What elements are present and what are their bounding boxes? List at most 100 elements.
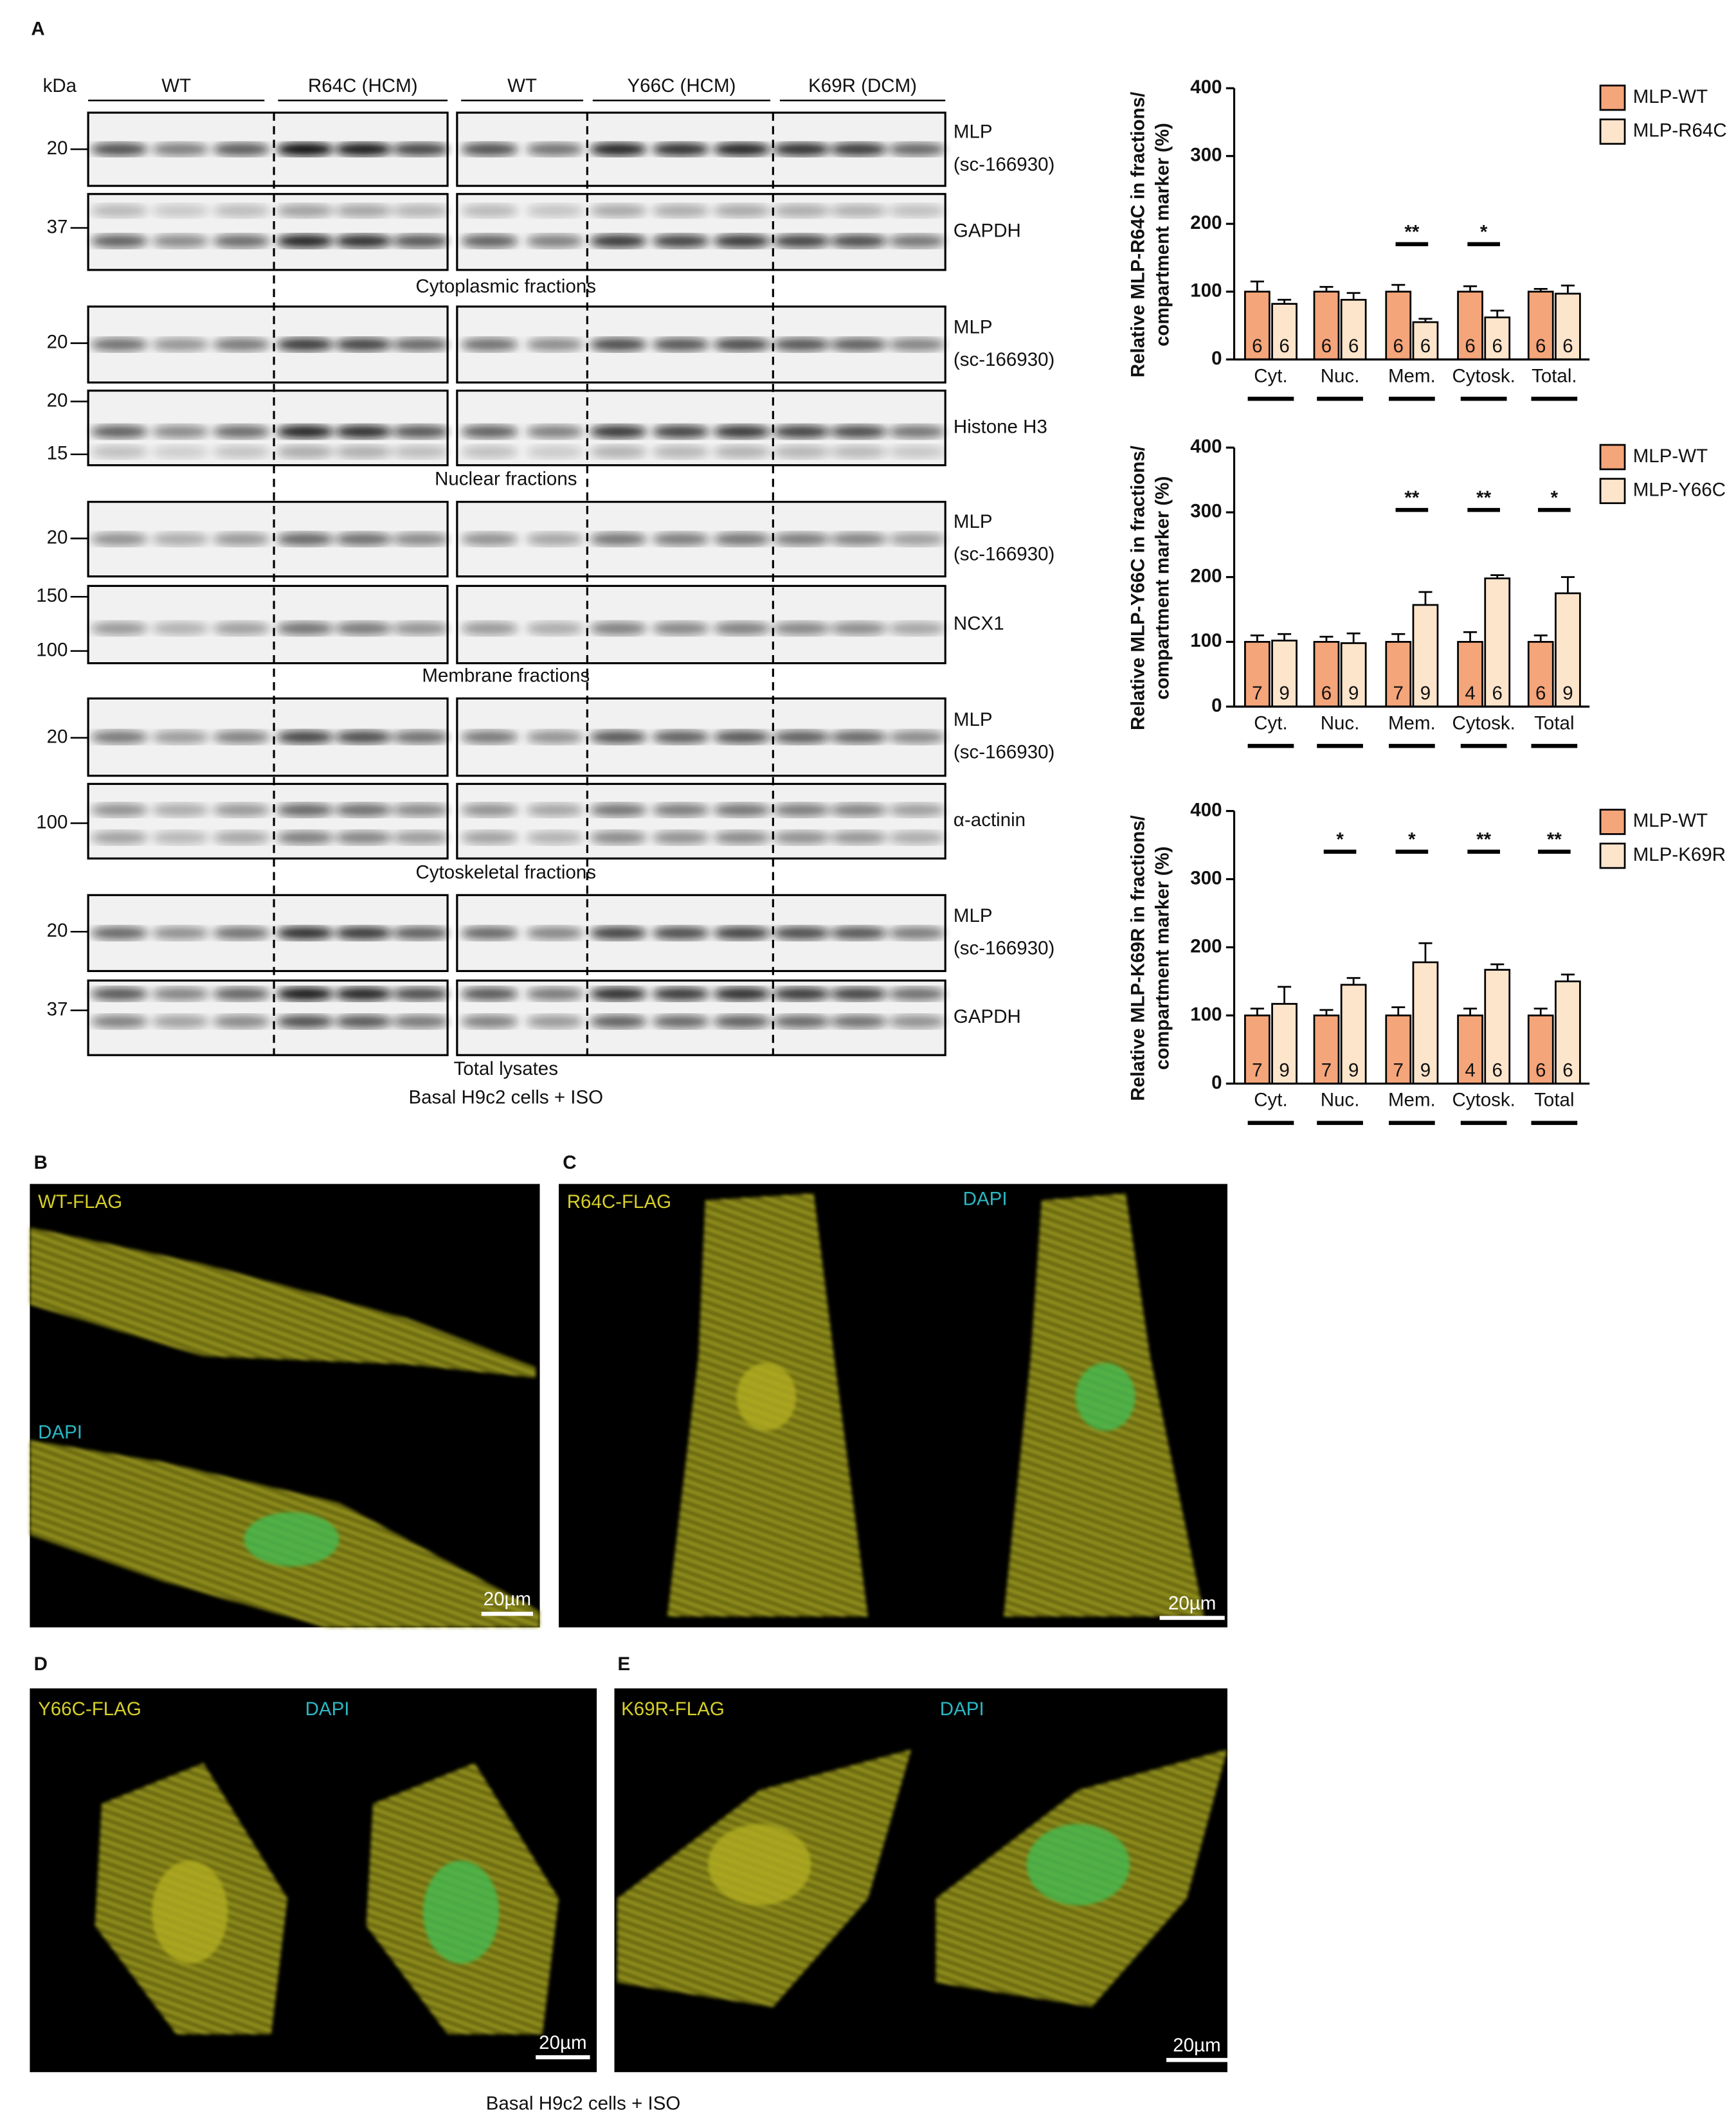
blot-band [526, 926, 584, 940]
y-axis-title: compartment marker (%) [1152, 847, 1173, 1070]
blot-band [276, 532, 334, 546]
y-axis-title: Relative MLP-R64C in fractions/ [1128, 92, 1149, 377]
blot-band [888, 730, 946, 744]
n-label: 6 [1420, 336, 1431, 357]
blot-band [392, 831, 449, 845]
x-tick-label: Cytosk. [1452, 1090, 1515, 1111]
x-tick-label: Total. [1532, 365, 1577, 386]
scale-bar-label: 20µm [539, 2032, 586, 2053]
y-axis-title: compartment marker (%) [1152, 476, 1173, 700]
n-label: 9 [1348, 1059, 1359, 1081]
n-label: 9 [1420, 683, 1431, 704]
blot-band [773, 142, 830, 156]
blot-band [335, 532, 392, 546]
blot-band [213, 987, 270, 1001]
error-bar [1560, 973, 1575, 982]
blot-band [590, 1014, 647, 1029]
n-label: 7 [1252, 1059, 1262, 1081]
blot-band [652, 621, 710, 636]
kda-marker: 37 [47, 998, 68, 1020]
blot-band [713, 926, 771, 940]
blot-band [888, 987, 946, 1001]
blot-band [91, 338, 148, 352]
error-bar [1533, 288, 1548, 292]
blot-frame [456, 782, 946, 860]
error-bar [1391, 633, 1406, 642]
blot-band [888, 338, 946, 352]
blot-band [713, 987, 771, 1001]
blot-band [335, 445, 392, 459]
n-label: 9 [1420, 1059, 1431, 1081]
n-label: 6 [1279, 336, 1289, 357]
blot-band [652, 1014, 710, 1029]
blot-band [888, 424, 946, 438]
blot-band [829, 621, 887, 636]
blot-band [590, 926, 647, 940]
kda-marker: 20 [47, 138, 68, 159]
error-bar [1278, 633, 1292, 641]
blot-band [590, 987, 647, 1001]
blot-band [392, 445, 449, 459]
blot-band [590, 621, 647, 636]
blot-band [590, 424, 647, 438]
nucleus-dapi [423, 1860, 500, 1964]
blot-band [392, 424, 449, 438]
blot-band [888, 445, 946, 459]
blot-band [526, 142, 584, 156]
blot-band [888, 1014, 946, 1029]
y-axis-title: compartment marker (%) [1152, 123, 1173, 347]
y-tick-label: 200 [1190, 935, 1222, 957]
blot-band [652, 987, 710, 1001]
y-tick-label: 200 [1190, 212, 1222, 233]
blot-band [713, 532, 771, 546]
blot-band [526, 1014, 584, 1029]
n-label: 6 [1535, 336, 1546, 357]
blot-band [590, 338, 647, 352]
blot-caption: Basal H9c2 cells + ISO [408, 1087, 603, 1108]
fraction-label: Nuclear fractions [435, 469, 577, 490]
blot-band [276, 445, 334, 459]
legend-swatch [1599, 84, 1626, 111]
n-label: 6 [1348, 336, 1359, 357]
legend-swatch [1599, 478, 1626, 505]
error-bar [1560, 284, 1575, 294]
blot-band [773, 424, 830, 438]
y-tick-label: 0 [1211, 695, 1222, 716]
stain-label: DAPI [305, 1698, 350, 1720]
blot-band [276, 338, 334, 352]
protein-label: GAPDH [954, 221, 1021, 242]
blot-band [713, 338, 771, 352]
significance: ** [1476, 829, 1491, 851]
error-bar [1490, 309, 1505, 318]
blot-frame [87, 782, 449, 860]
protein-label: (sc-166930) [954, 544, 1055, 565]
bar [1313, 641, 1340, 708]
blot-band [773, 445, 830, 459]
blot-band [652, 532, 710, 546]
blot-band [335, 926, 392, 940]
blot-band [335, 1014, 392, 1029]
blot-band [276, 142, 334, 156]
blot-band [888, 831, 946, 845]
blot-band [152, 204, 209, 218]
channel-label: Y66C-FLAG [38, 1698, 141, 1720]
n-label: 6 [1562, 336, 1573, 357]
y-axis-title: Relative MLP-Y66C in fractions/ [1128, 446, 1149, 730]
kda-marker: 37 [47, 216, 68, 237]
blot-band [713, 803, 771, 817]
blot-band [335, 424, 392, 438]
blot-band [773, 204, 830, 218]
kda-marker: 20 [47, 527, 68, 548]
blot-band [652, 338, 710, 352]
significance: * [1336, 829, 1344, 851]
blot-band [829, 926, 887, 940]
blot-band [590, 532, 647, 546]
protein-label: MLP [954, 122, 993, 143]
blot-band [526, 424, 584, 438]
y-tick-label: 300 [1190, 501, 1222, 522]
error-bar [1418, 942, 1433, 962]
significance: * [1408, 829, 1416, 851]
blot-band [276, 621, 334, 636]
blot-band [91, 424, 148, 438]
nucleus-dapi [244, 1512, 339, 1567]
